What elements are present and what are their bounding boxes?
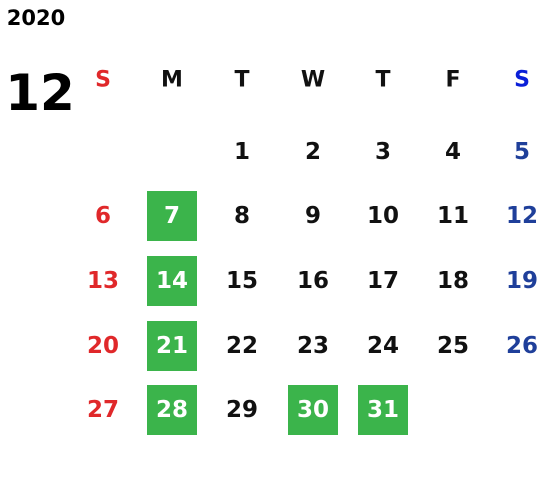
day: 23 <box>296 333 330 359</box>
day: 21 <box>155 333 189 359</box>
day: 2 <box>304 139 322 165</box>
day: 28 <box>155 397 189 423</box>
weekday: W <box>300 67 326 93</box>
marked-day-bg <box>147 321 197 371</box>
year: 2020 <box>6 6 66 30</box>
day: 11 <box>436 203 470 229</box>
day: 13 <box>86 268 120 294</box>
day: 27 <box>86 397 120 423</box>
day: 16 <box>296 268 330 294</box>
day: 30 <box>296 397 330 423</box>
weekday: F <box>445 67 461 93</box>
day: 1 <box>233 139 251 165</box>
day: 4 <box>444 139 462 165</box>
day: 3 <box>374 139 392 165</box>
day: 15 <box>225 268 259 294</box>
day: 6 <box>94 203 112 229</box>
weekday: T <box>375 67 391 93</box>
day: 9 <box>304 203 322 229</box>
marked-day-bg <box>288 385 338 435</box>
weekday: T <box>234 67 250 93</box>
day: 7 <box>163 203 181 229</box>
day: 29 <box>225 397 259 423</box>
day: 8 <box>233 203 251 229</box>
day: 12 <box>505 203 539 229</box>
day: 25 <box>436 333 470 359</box>
day: 5 <box>513 139 531 165</box>
marked-day-bg <box>147 191 197 241</box>
day: 20 <box>86 333 120 359</box>
day: 26 <box>505 333 539 359</box>
day: 14 <box>155 268 189 294</box>
day: 10 <box>366 203 400 229</box>
day: 17 <box>366 268 400 294</box>
weekday: M <box>161 67 183 93</box>
month: 12 <box>5 64 75 122</box>
marked-day-bg <box>358 385 408 435</box>
marked-day-bg <box>147 385 197 435</box>
day: 22 <box>225 333 259 359</box>
day: 18 <box>436 268 470 294</box>
marked-day-bg <box>147 256 197 306</box>
weekday: S <box>95 67 111 93</box>
day: 19 <box>505 268 539 294</box>
weekday: S <box>514 67 530 93</box>
day: 24 <box>366 333 400 359</box>
day: 31 <box>366 397 400 423</box>
